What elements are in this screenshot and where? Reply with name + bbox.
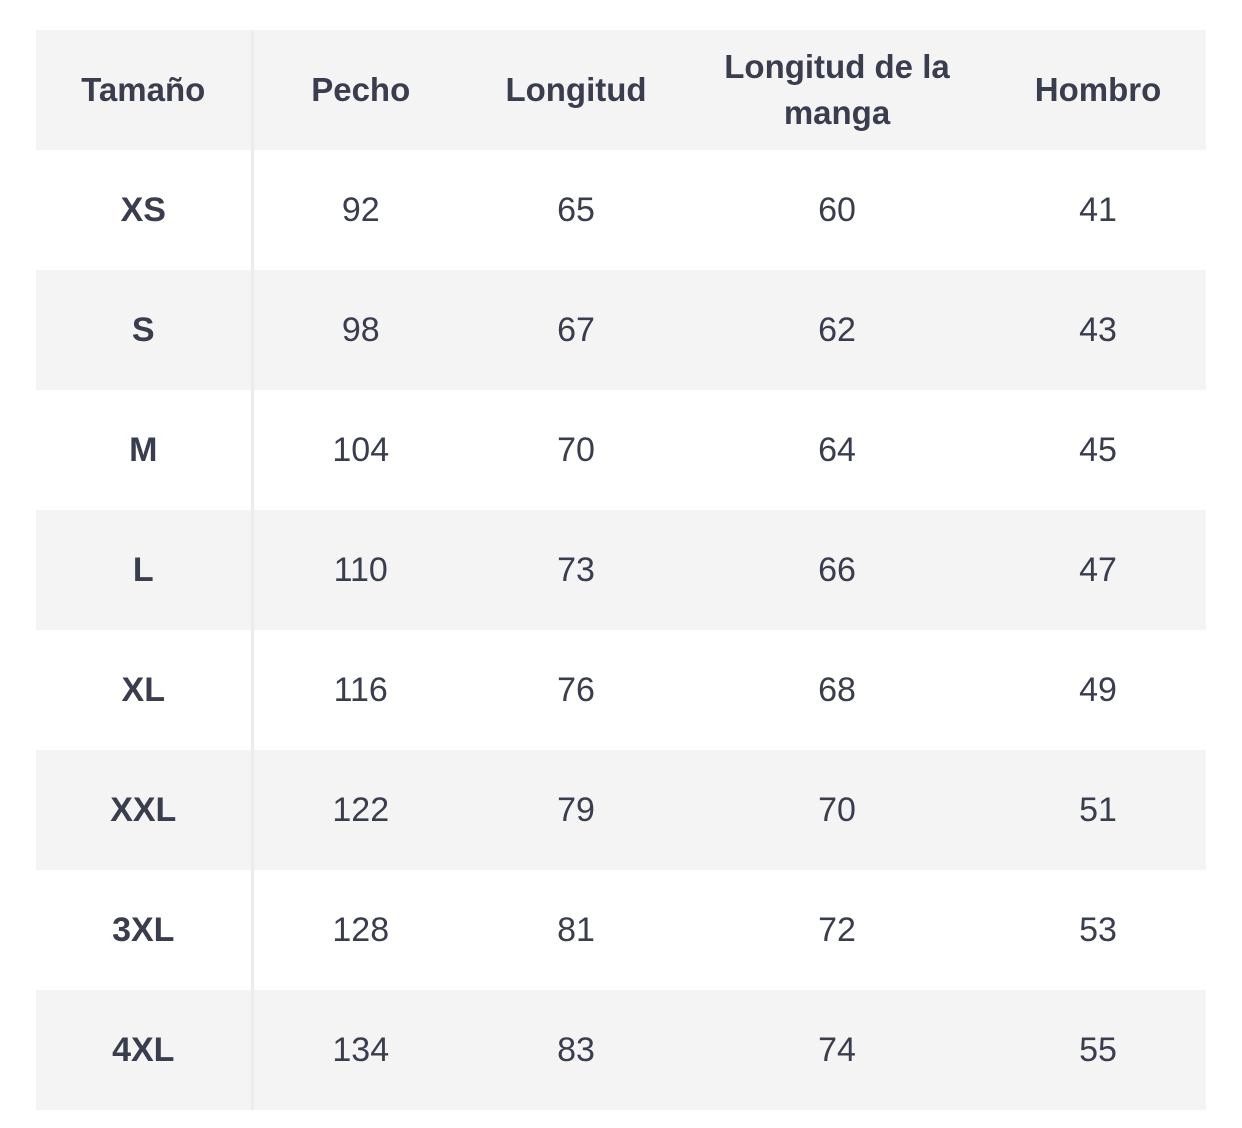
cell-size: L <box>36 510 254 630</box>
cell-shoulder: 43 <box>990 270 1206 390</box>
cell-length: 76 <box>468 630 684 750</box>
header-length: Longitud <box>468 30 684 150</box>
table-row: XXL 122 79 70 51 <box>36 750 1206 870</box>
cell-size: XXL <box>36 750 254 870</box>
size-chart-table: Tamaño Pecho Longitud Longitud de la man… <box>36 30 1208 1110</box>
header-sleeve-length: Longitud de la manga <box>684 30 990 150</box>
cell-chest: 122 <box>252 750 468 870</box>
cell-length: 67 <box>468 270 684 390</box>
table-row: 4XL 134 83 74 55 <box>36 990 1206 1110</box>
cell-length: 81 <box>468 870 684 990</box>
cell-chest: 110 <box>252 510 468 630</box>
cell-sleeve-length: 64 <box>684 390 990 510</box>
table-row: M 104 70 64 45 <box>36 390 1206 510</box>
cell-size: XL <box>36 630 254 750</box>
cell-length: 83 <box>468 990 684 1110</box>
cell-chest: 116 <box>252 630 468 750</box>
cell-sleeve-length: 60 <box>684 150 990 270</box>
cell-chest: 104 <box>252 390 468 510</box>
cell-size: 3XL <box>36 870 254 990</box>
cell-length: 65 <box>468 150 684 270</box>
cell-sleeve-length: 74 <box>684 990 990 1110</box>
cell-size: 4XL <box>36 990 254 1110</box>
table-row: XS 92 65 60 41 <box>36 150 1206 270</box>
cell-sleeve-length: 68 <box>684 630 990 750</box>
cell-shoulder: 41 <box>990 150 1206 270</box>
cell-sleeve-length: 66 <box>684 510 990 630</box>
table-row: XL 116 76 68 49 <box>36 630 1206 750</box>
cell-shoulder: 53 <box>990 870 1206 990</box>
cell-chest: 98 <box>252 270 468 390</box>
header-size: Tamaño <box>36 30 254 150</box>
cell-sleeve-length: 72 <box>684 870 990 990</box>
cell-shoulder: 49 <box>990 630 1206 750</box>
cell-sleeve-length: 70 <box>684 750 990 870</box>
cell-sleeve-length: 62 <box>684 270 990 390</box>
cell-size: XS <box>36 150 254 270</box>
cell-shoulder: 51 <box>990 750 1206 870</box>
cell-length: 73 <box>468 510 684 630</box>
table-row: S 98 67 62 43 <box>36 270 1206 390</box>
table-row: 3XL 128 81 72 53 <box>36 870 1206 990</box>
cell-size: S <box>36 270 254 390</box>
cell-chest: 134 <box>252 990 468 1110</box>
cell-shoulder: 47 <box>990 510 1206 630</box>
table-header-row: Tamaño Pecho Longitud Longitud de la man… <box>36 30 1206 150</box>
cell-chest: 128 <box>252 870 468 990</box>
header-chest: Pecho <box>252 30 468 150</box>
header-shoulder: Hombro <box>990 30 1206 150</box>
cell-length: 79 <box>468 750 684 870</box>
table-row: L 110 73 66 47 <box>36 510 1206 630</box>
cell-size: M <box>36 390 254 510</box>
cell-shoulder: 45 <box>990 390 1206 510</box>
cell-chest: 92 <box>252 150 468 270</box>
cell-length: 70 <box>468 390 684 510</box>
cell-shoulder: 55 <box>990 990 1206 1110</box>
